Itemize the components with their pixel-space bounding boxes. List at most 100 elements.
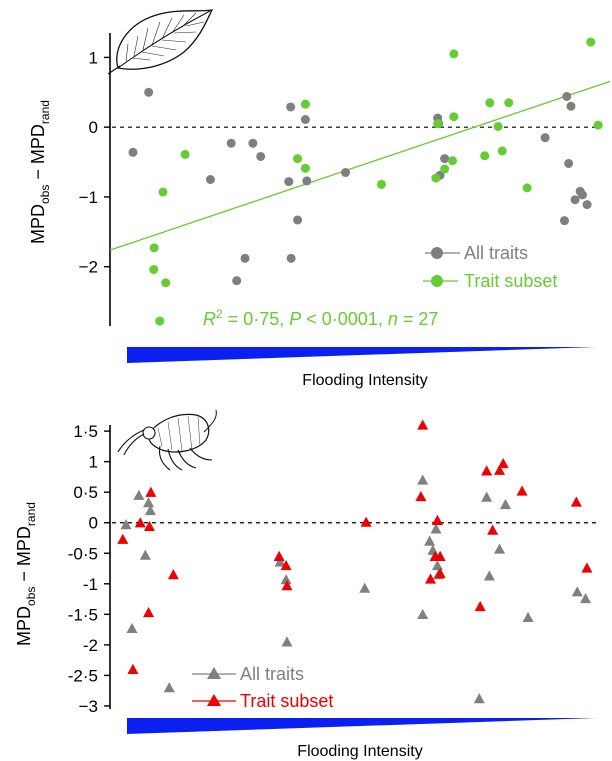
- point-trait-subset: [433, 119, 443, 129]
- point-all-traits: [500, 498, 511, 510]
- point-all-traits: [359, 582, 371, 593]
- legend-label-all-traits-bottom: All traits: [240, 664, 304, 684]
- y-tick-label: −3: [79, 697, 98, 716]
- point-all-traits: [564, 158, 574, 168]
- point-all-traits: [522, 611, 534, 623]
- point-all-traits: [562, 91, 572, 101]
- legend-marker-all-traits-dot: [431, 247, 443, 259]
- point-trait-subset: [293, 154, 303, 164]
- y-axis-label-bottom: MPDobs − MPDrand: [14, 502, 38, 646]
- point-trait-subset: [522, 183, 532, 193]
- point-all-traits: [205, 175, 215, 184]
- point-trait-subset: [497, 146, 507, 156]
- x-axis-label-bottom: Flooding Intensity: [297, 743, 422, 760]
- point-all-traits: [481, 491, 493, 502]
- springtail-icon: [117, 409, 217, 471]
- point-trait-subset: [481, 465, 493, 476]
- point-trait-subset: [145, 486, 157, 497]
- leaf-icon: [107, 9, 214, 75]
- point-trait-subset: [570, 496, 582, 507]
- point-trait-subset: [449, 112, 459, 122]
- y-tick-label: -2·5: [68, 666, 98, 685]
- point-trait-subset: [281, 580, 293, 591]
- legend-top: All traits Trait subset: [423, 243, 557, 291]
- point-all-traits: [128, 147, 138, 157]
- point-trait-subset: [447, 156, 457, 166]
- point-all-traits: [286, 102, 296, 112]
- y-tick-label: -2: [83, 636, 98, 655]
- point-all-traits: [494, 543, 506, 554]
- point-all-traits: [559, 216, 569, 226]
- point-all-traits: [281, 636, 293, 647]
- point-all-traits: [540, 133, 550, 143]
- point-trait-subset: [480, 151, 490, 161]
- point-trait-subset: [431, 173, 441, 183]
- point-trait-subset: [449, 49, 459, 59]
- point-trait-subset: [415, 490, 427, 502]
- y-tick-label: 1·5: [73, 422, 98, 441]
- point-all-traits: [143, 497, 155, 508]
- y-axis-label-top: MPDobs − MPDrand: [28, 100, 52, 244]
- point-all-traits: [133, 489, 145, 500]
- legend-label-trait-subset-bottom: Trait subset: [240, 691, 333, 711]
- point-trait-subset: [487, 524, 499, 535]
- point-trait-subset: [434, 567, 446, 579]
- point-all-traits: [580, 592, 592, 604]
- point-trait-subset: [425, 573, 437, 584]
- point-all-traits: [280, 574, 292, 585]
- point-trait-subset: [434, 550, 446, 561]
- point-trait-subset: [280, 559, 292, 571]
- point-trait-subset: [158, 187, 168, 197]
- point-trait-subset: [273, 550, 285, 561]
- point-trait-subset: [586, 37, 596, 47]
- point-trait-subset: [494, 464, 506, 475]
- point-all-traits: [144, 505, 156, 516]
- legend-triangle-trait-subset: [207, 694, 221, 706]
- y-tick-label: -1·5: [68, 605, 98, 624]
- y-tick-label: -1: [83, 575, 98, 594]
- point-all-traits: [582, 200, 592, 210]
- point-trait-subset: [149, 264, 159, 274]
- y-tick-label: 0: [89, 514, 98, 533]
- point-trait-subset: [300, 163, 310, 173]
- legend-marker-trait-subset-dot: [431, 275, 443, 287]
- legend-triangle-all-traits: [207, 667, 221, 679]
- y-tick-label: 1: [89, 48, 98, 67]
- point-trait-subset: [161, 278, 171, 288]
- point-trait-subset: [593, 120, 603, 130]
- point-all-traits: [226, 138, 236, 148]
- point-trait-subset: [504, 98, 514, 108]
- point-all-traits: [431, 559, 443, 571]
- point-all-traits: [417, 608, 429, 620]
- panel-top: 1 0 −1 −2 MPDobs − MPDrand All traits Trait…: [28, 9, 611, 389]
- point-trait-subset: [143, 520, 155, 532]
- point-trait-subset: [143, 607, 155, 618]
- point-all-traits: [274, 556, 286, 567]
- point-trait-subset: [300, 99, 310, 109]
- point-trait-subset: [180, 149, 190, 159]
- point-all-traits: [256, 151, 266, 161]
- point-trait-subset: [155, 316, 165, 326]
- point-all-traits: [341, 168, 351, 178]
- point-trait-subset: [516, 485, 528, 496]
- point-trait-subset: [497, 457, 509, 469]
- point-all-traits: [284, 177, 294, 187]
- legend-bottom: All traits Trait subset: [192, 664, 333, 711]
- point-trait-subset: [134, 517, 146, 528]
- y-tick-label: −2: [79, 258, 98, 277]
- point-trait-subset: [149, 243, 159, 253]
- point-trait-subset: [581, 562, 593, 573]
- point-all-traits: [483, 570, 495, 581]
- y-tick-label: 1: [89, 453, 98, 472]
- legend-label-all-traits: All traits: [464, 243, 528, 263]
- point-trait-subset: [360, 516, 372, 527]
- flooding-intensity-wedge-bottom: [127, 718, 596, 734]
- point-all-traits: [120, 519, 132, 530]
- point-all-traits: [430, 523, 442, 534]
- point-trait-subset: [440, 164, 450, 174]
- point-all-traits: [163, 682, 175, 693]
- point-all-traits: [440, 154, 450, 164]
- point-all-traits: [126, 622, 138, 634]
- point-all-traits: [566, 101, 576, 111]
